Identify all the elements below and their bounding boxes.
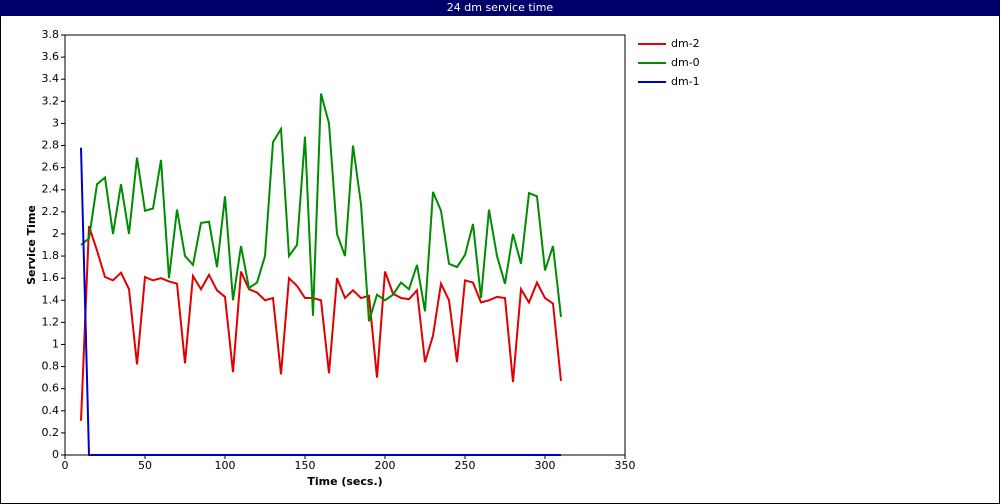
legend-label: dm-0 xyxy=(671,56,700,69)
y-tick-label: 1.2 xyxy=(42,315,60,328)
y-tick-label: 0.6 xyxy=(42,382,60,395)
y-tick-label: 2 xyxy=(52,227,59,240)
y-tick-label: 1.8 xyxy=(42,249,60,262)
y-tick-label: 0 xyxy=(52,448,59,461)
series-line xyxy=(80,93,562,322)
y-tick-label: 0.4 xyxy=(42,404,60,417)
y-tick-label: 0.2 xyxy=(42,426,60,439)
y-tick-label: 2.6 xyxy=(42,161,60,174)
y-tick-label: 2.8 xyxy=(42,139,60,152)
y-tick-label: 1.4 xyxy=(42,293,60,306)
y-tick-label: 1 xyxy=(52,337,59,350)
chart-title: 24 dm service time xyxy=(447,1,554,14)
y-axis-label: Service Time xyxy=(25,205,38,285)
x-tick-label: 0 xyxy=(62,459,69,472)
y-tick-label: 3.2 xyxy=(42,94,60,107)
legend-label: dm-1 xyxy=(671,75,700,88)
series-line xyxy=(80,225,562,421)
y-tick-label: 3.4 xyxy=(42,72,60,85)
title-bar xyxy=(0,0,1000,16)
y-tick-label: 3 xyxy=(52,116,59,129)
x-tick-label: 200 xyxy=(375,459,396,472)
y-tick-label: 2.4 xyxy=(42,183,60,196)
x-tick-label: 300 xyxy=(535,459,556,472)
y-tick-label: 0.8 xyxy=(42,360,60,373)
y-tick-label: 3.6 xyxy=(42,50,60,63)
legend-label: dm-2 xyxy=(671,37,700,50)
x-tick-label: 250 xyxy=(455,459,476,472)
x-tick-label: 150 xyxy=(295,459,316,472)
series-line xyxy=(80,147,561,456)
x-tick-label: 100 xyxy=(215,459,236,472)
y-tick-label: 3.8 xyxy=(42,28,60,41)
y-tick-label: 2.2 xyxy=(42,205,60,218)
x-axis-label: Time (secs.) xyxy=(307,475,382,488)
x-tick-label: 50 xyxy=(138,459,152,472)
y-tick-label: 1.6 xyxy=(42,271,60,284)
x-tick-label: 350 xyxy=(615,459,636,472)
